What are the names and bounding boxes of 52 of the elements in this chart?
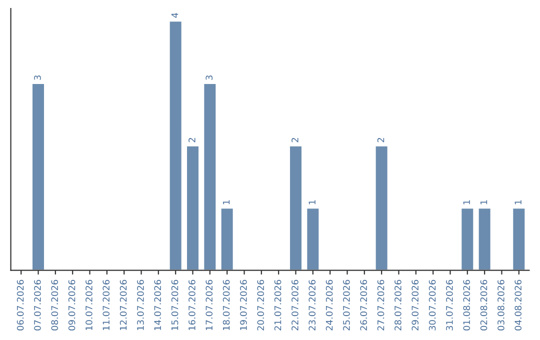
data-label: 2 (292, 138, 298, 142)
x-tick-label: 21.07.2026 (274, 280, 282, 330)
x-tick-label: 14.07.2026 (154, 280, 162, 330)
x-tick-label: 18.07.2026 (222, 280, 230, 330)
x-tick-label: 07.07.2026 (34, 280, 41, 330)
x-tick-label: 04.08.2026 (514, 280, 522, 330)
data-label: 3 (206, 76, 213, 80)
x-tick-label: 01.08.2026 (463, 280, 470, 330)
bar (186, 144, 200, 270)
x-tick-label: 26.07.2026 (360, 280, 368, 330)
x-tick-label: 23.07.2026 (308, 280, 316, 330)
x-tick-label: 19.07.2026 (240, 280, 247, 330)
x-tick-label: 30.07.2026 (428, 280, 436, 330)
x-tick-label: 29.07.2026 (412, 280, 419, 330)
x-tick-label: 24.07.2026 (326, 280, 333, 330)
bar (374, 144, 389, 270)
x-tick-label: 10.07.2026 (86, 280, 92, 330)
data-label: 1 (222, 200, 230, 204)
data-label: 2 (188, 138, 196, 142)
bar (477, 207, 492, 270)
bar (288, 144, 303, 270)
bar (460, 207, 475, 270)
x-tick-label: 22.07.2026 (292, 280, 298, 330)
data-label: 1 (463, 200, 470, 204)
x-tick-label: 20.07.2026 (257, 280, 264, 330)
x-tick-label: 16.07.2026 (188, 280, 196, 330)
data-label: 4 (172, 12, 178, 18)
x-tick-label: 27.07.2026 (377, 280, 384, 330)
x-tick-label: 08.07.2026 (51, 280, 58, 330)
data-label: 1 (308, 200, 316, 204)
x-tick-label: 06.07.2026 (16, 280, 24, 330)
bar (202, 82, 218, 270)
data-label: 2 (377, 138, 384, 142)
data-label: 3 (34, 76, 41, 80)
data-label: 1 (514, 200, 522, 204)
x-tick-label: 28.07.2026 (394, 280, 402, 330)
x-tick-label: 02.08.2026 (480, 280, 488, 330)
bar (512, 207, 526, 270)
bar (31, 82, 46, 270)
x-tick-label: 17.07.2026 (206, 280, 213, 330)
data-label: 1 (480, 200, 488, 204)
x-tick-label: 15.07.2026 (171, 280, 178, 330)
bar (306, 207, 320, 270)
x-tick-label: 13.07.2026 (137, 280, 144, 330)
x-tick-label: 11.07.2026 (102, 280, 110, 330)
bar (220, 207, 234, 270)
x-tick-label: 12.07.2026 (120, 280, 127, 330)
x-tick-label: 31.07.2026 (446, 280, 453, 330)
x-tick-label: 09.07.2026 (68, 280, 76, 330)
x-tick-label: 25.07.2026 (343, 280, 350, 330)
bar (168, 20, 183, 270)
x-tick-label: 03.08.2026 (498, 280, 504, 330)
